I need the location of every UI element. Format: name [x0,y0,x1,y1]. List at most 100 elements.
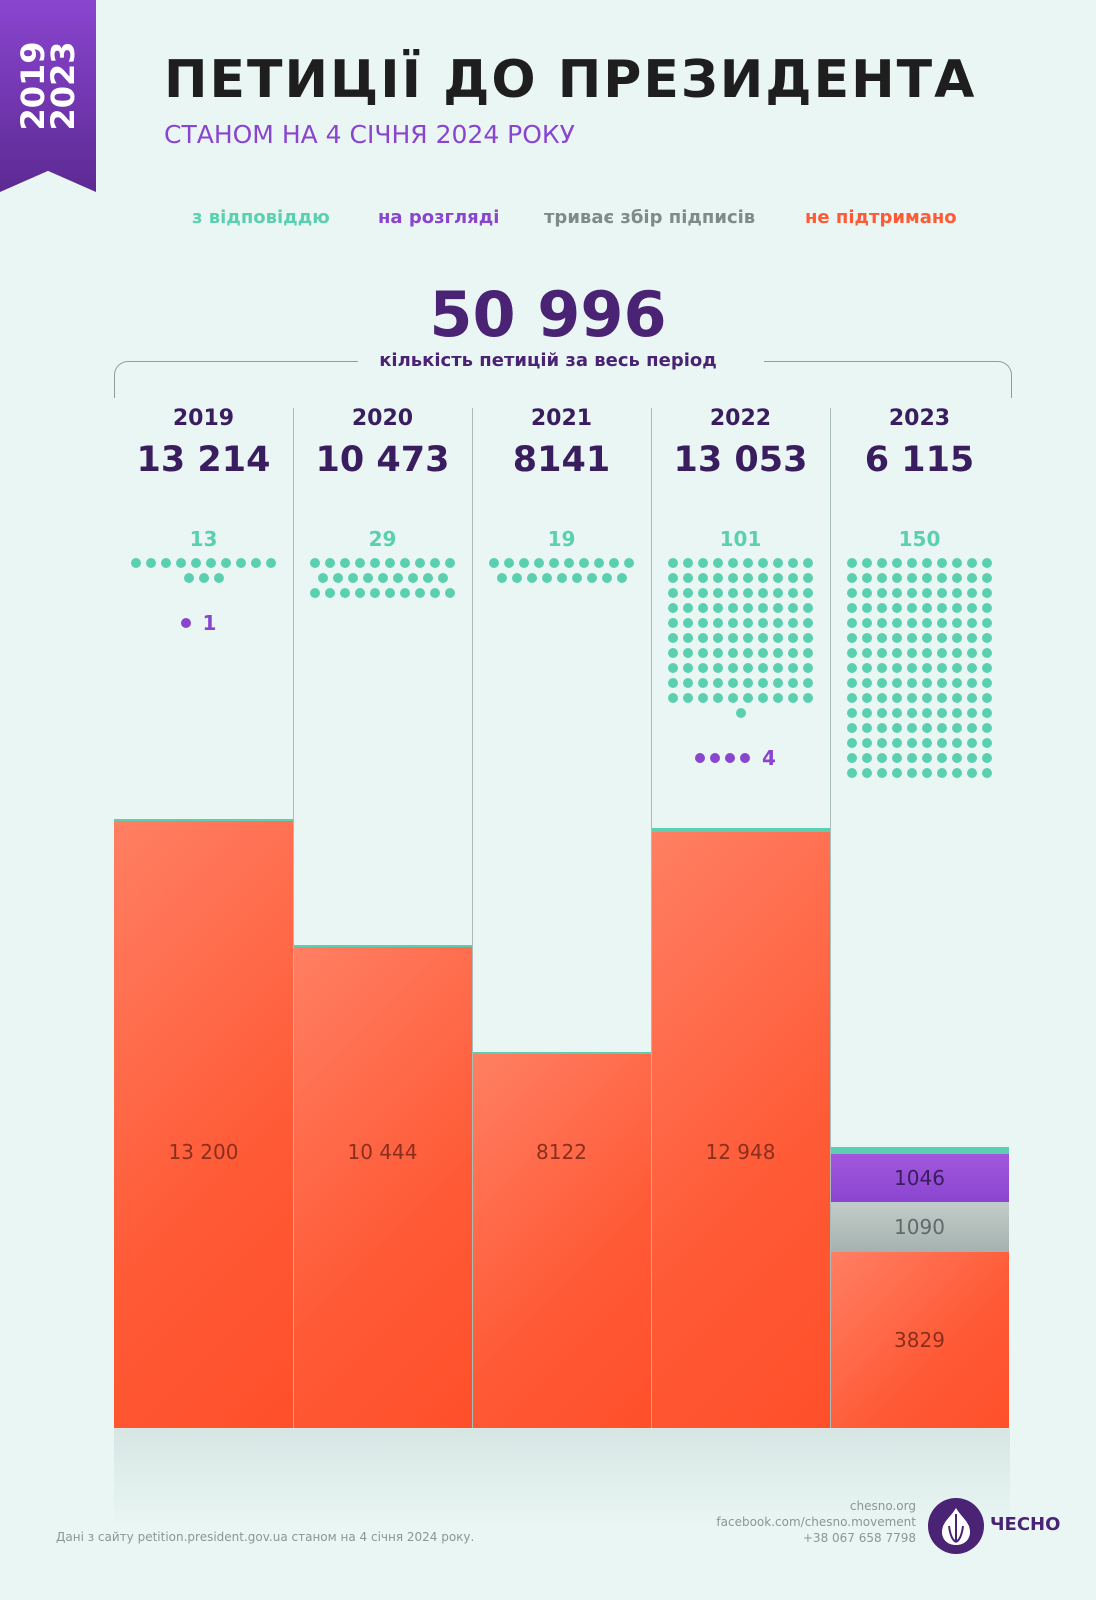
answered-dot [952,708,962,718]
year-total: 6 115 [864,440,975,480]
answered-dot [892,633,902,643]
answered-dot [176,558,186,568]
answered-dot [847,603,857,613]
answered-dot [892,588,902,598]
answered-dot [713,558,723,568]
answered-dot [758,558,768,568]
answered-dot [788,558,798,568]
answered-dot [713,588,723,598]
answered-dot [773,693,783,703]
answered-dot [892,603,902,613]
answered-dot [594,558,604,568]
bar-answered [293,945,472,948]
answered-dot [982,633,992,643]
answered-dot [907,588,917,598]
answered-dot [862,693,872,703]
answered-dot [773,573,783,583]
answered-dot [982,588,992,598]
answered-dot [892,558,902,568]
source-note: Дані з сайту petition.president.gov.ua с… [56,1530,475,1544]
answered-dot [728,558,738,568]
answered-dot [967,618,977,628]
answered-dot [847,633,857,643]
answered-dot [982,693,992,703]
answered-dot [668,693,678,703]
bracket-gap [358,356,764,366]
answered-dot [683,603,693,613]
answered-dot [496,573,507,583]
answered-dot [728,618,738,628]
answered-dot [877,693,887,703]
answered-dot [952,633,962,643]
answered-dot [698,648,708,658]
answered-dot [952,693,962,703]
year-total: 13 214 [136,440,271,480]
answered-dot [847,723,857,733]
answered-dot [922,723,932,733]
answered-dot [937,603,947,613]
answered-dot [728,678,738,688]
answered-dot [803,603,813,613]
answered-dot [847,618,857,628]
answered-dot [221,558,231,568]
bar-not-supported [651,832,830,1428]
answered-dot [922,753,932,763]
answered-dot [862,603,872,613]
answered-dot [847,708,857,718]
answered-dot [317,573,328,583]
legend-answered: з відповіддю [192,207,330,228]
answered-dot [541,573,552,583]
answered-dot [877,708,887,718]
answered-dot [370,558,380,568]
answered-dot [937,558,947,568]
bar-answered [114,818,293,821]
answered-dot [213,573,224,583]
answered-dot [743,633,753,643]
answered-dot [967,768,977,778]
answered-dot [198,573,209,583]
bar-label-not-supported: 3829 [894,1327,945,1352]
answered-dot [728,693,738,703]
answered-dot [773,558,783,568]
answered-dot [683,663,693,673]
facebook-link[interactable]: facebook.com/chesno.movement [716,1515,916,1529]
answered-dot [877,678,887,688]
answered-dot [937,678,947,688]
answered-dot [683,678,693,688]
year-range: 2019 2023 [14,41,82,130]
review-dot [740,753,750,763]
answered-dot [698,618,708,628]
answered-dot [892,738,902,748]
answered-dot [236,558,246,568]
answered-dot [564,558,574,568]
answered-dot [847,558,857,568]
answered-dot [892,708,902,718]
answered-dot [183,573,194,583]
answered-dot [743,558,753,568]
answered-dot [191,558,201,568]
answered-dot [713,603,723,613]
answered-dot [728,588,738,598]
answered-count: 150 [898,527,941,551]
answered-dot [445,588,455,598]
year-label: 2023 [888,406,951,431]
bar-label-not-supported: 12 948 [705,1140,776,1164]
answered-dot [862,708,872,718]
answered-dot [862,678,872,688]
answered-dot [534,558,544,568]
answered-dot [325,588,335,598]
answered-dot [922,678,932,688]
year-label: 2020 [351,406,414,431]
answered-dot [579,558,589,568]
answered-dot [907,603,917,613]
answered-dot [952,768,962,778]
bar-in-review [830,1153,1009,1202]
answered-dot [892,573,902,583]
answered-dot [847,678,857,688]
answered-dot [549,558,559,568]
answered-dot [519,558,529,568]
answered-dot [847,768,857,778]
answered-dot [937,708,947,718]
answered-dot [586,573,597,583]
site-link[interactable]: chesno.org [849,1499,916,1513]
